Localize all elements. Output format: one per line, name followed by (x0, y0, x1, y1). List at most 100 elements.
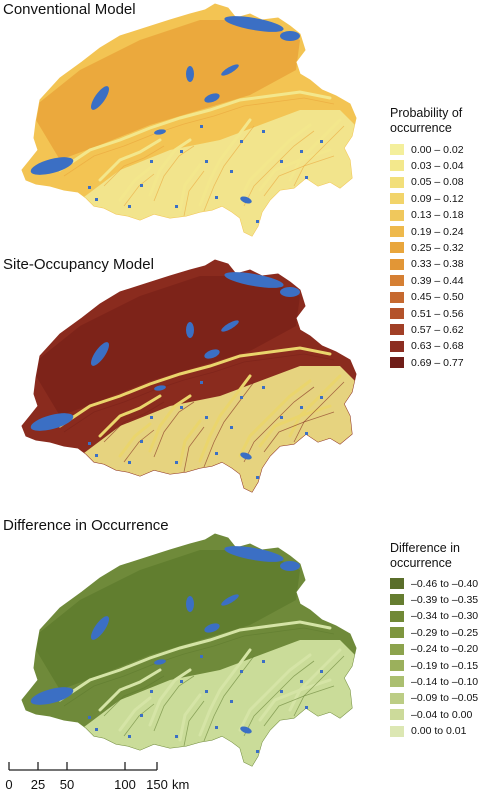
lake-dot (215, 452, 218, 455)
lake (221, 64, 239, 76)
legend-label: 0.45 – 0.50 (411, 291, 464, 304)
valley-line (118, 166, 152, 202)
legend-item: 0.57 – 0.62 (390, 322, 464, 337)
lake-dot (256, 220, 259, 223)
legend-swatch (390, 594, 404, 606)
valley-line (238, 379, 312, 458)
legend-label: –0.09 to –0.05 (411, 692, 479, 705)
lake-dot (175, 735, 178, 738)
ridge-line (203, 655, 255, 742)
lake-dot (88, 442, 91, 445)
legend-swatch (390, 357, 404, 369)
legend-swatch (390, 144, 404, 155)
lake (30, 157, 74, 175)
lake-dot (262, 660, 265, 663)
lake-dot (128, 735, 131, 738)
valley-line (238, 123, 312, 202)
lake-dot (150, 160, 153, 163)
difference-in-occurrence-map (21, 533, 357, 767)
lake-dot (180, 150, 183, 153)
ridge-line (123, 703, 155, 737)
lake-dot (95, 454, 98, 457)
ridge-line (103, 675, 165, 717)
lake (154, 129, 166, 135)
lake (30, 687, 74, 705)
scale-unit-label: km (172, 777, 190, 792)
lake-dot (262, 386, 265, 389)
legend-swatch (390, 308, 404, 319)
lake-dot (230, 700, 233, 703)
valley-line (98, 394, 162, 438)
legend-item: 0.69 – 0.77 (390, 355, 464, 370)
lake (154, 385, 166, 391)
legend-label: –0.29 to –0.25 (411, 626, 479, 639)
legend-label: 0.00 – 0.02 (411, 143, 464, 156)
ridge-line (293, 655, 345, 717)
scale-tick-label: 25 (30, 777, 46, 792)
lake-dot (215, 726, 218, 729)
lake (186, 66, 194, 82)
lake-dot (128, 205, 131, 208)
lake-dot (256, 476, 259, 479)
scale-tick-label: 150 (146, 777, 168, 792)
lake-dot (240, 670, 243, 673)
lake-dot (300, 150, 303, 153)
legend-item: 0.45 – 0.50 (390, 290, 464, 305)
legend-label: –0.46 to –0.40 (411, 577, 479, 590)
legend-label: 0.51 – 0.56 (411, 307, 464, 320)
lake-dot (95, 198, 98, 201)
legend-label: –0.34 to –0.30 (411, 610, 479, 623)
lake (224, 272, 284, 288)
ridge-line (263, 411, 335, 453)
lake-dot (300, 680, 303, 683)
ridge-line (103, 401, 165, 443)
valley-line (148, 394, 192, 453)
legend-swatch (390, 324, 404, 336)
legend-swatch (390, 226, 404, 237)
lake (204, 349, 220, 359)
ridge-line (243, 130, 315, 207)
lake-dot (300, 406, 303, 409)
legend-label: 0.03 – 0.04 (411, 159, 464, 172)
lake-dot (140, 184, 143, 187)
lake-dot (215, 196, 218, 199)
valley-line (198, 118, 252, 207)
lake-dot (175, 461, 178, 464)
lake (221, 320, 239, 332)
legend-item: –0.39 to –0.35 (390, 592, 478, 607)
probability-legend-title: Probability of occurrence (390, 106, 463, 135)
lake-dot (240, 140, 243, 143)
valley-line (118, 696, 152, 732)
lake (90, 86, 110, 110)
ridge-line (103, 145, 165, 187)
lake-dot (305, 176, 308, 179)
lake (186, 596, 194, 612)
legend-item: 0.13 – 0.18 (390, 208, 464, 223)
lake (280, 561, 300, 571)
lake-dot (95, 728, 98, 731)
lake-dot (280, 416, 283, 419)
plateau-region (30, 550, 300, 690)
legend-label: –0.39 to –0.35 (411, 593, 479, 606)
legend-item: –0.14 to –0.10 (390, 674, 478, 689)
legend-label: 0.00 to 0.01 (411, 725, 467, 738)
legend-label: 0.63 – 0.68 (411, 340, 464, 353)
lake (90, 342, 110, 366)
conventional-model-map (21, 3, 357, 237)
ridge-line (123, 173, 155, 207)
legend-item: 0.25 – 0.32 (390, 240, 464, 255)
legend-swatch (390, 709, 404, 721)
legend-swatch (390, 275, 404, 287)
legend-item: –0.04 to 0.00 (390, 707, 472, 722)
legend-label: 0.39 – 0.44 (411, 274, 464, 287)
legend-swatch (390, 176, 404, 188)
legend-label: 0.19 – 0.24 (411, 225, 464, 238)
legend-item: 0.05 – 0.08 (390, 175, 464, 190)
lake-dot (88, 186, 91, 189)
lake (204, 93, 220, 103)
legend-label: –0.24 to –0.20 (411, 643, 479, 656)
lake (240, 196, 252, 204)
valley-line (238, 653, 312, 732)
legend-item: –0.09 to –0.05 (390, 691, 478, 706)
lake (280, 287, 300, 297)
